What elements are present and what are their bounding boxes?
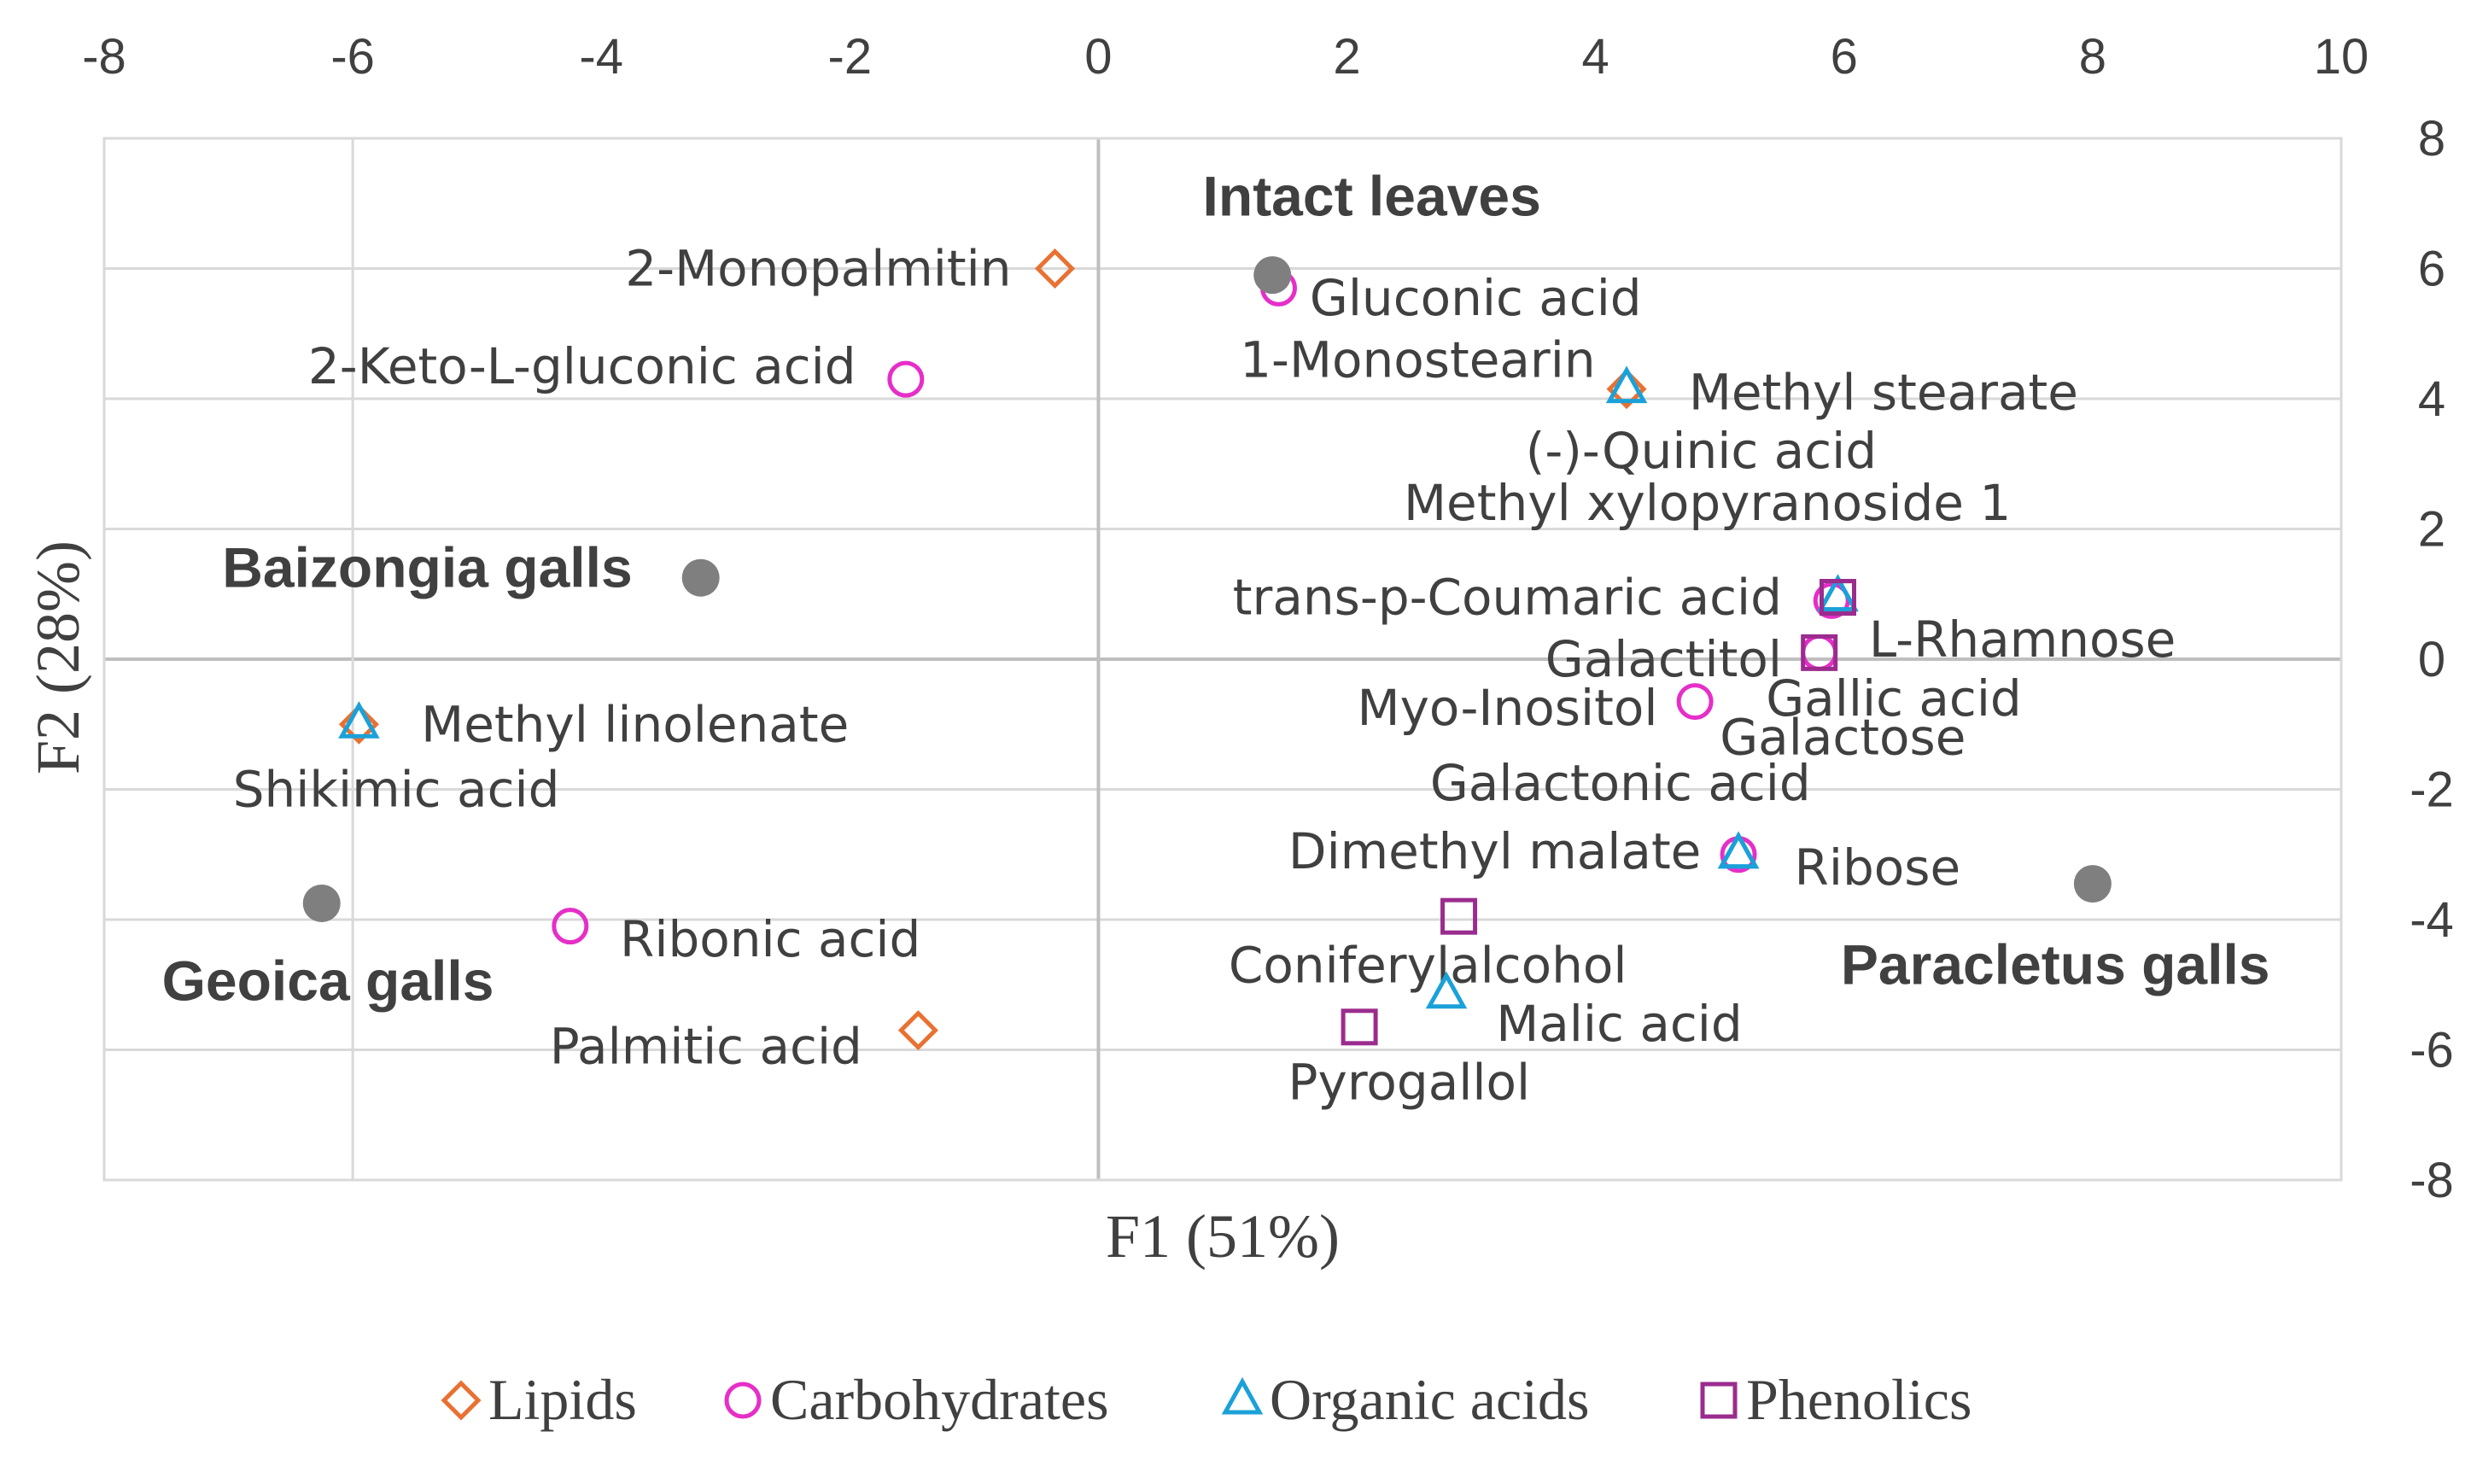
compound-label: Methyl stearate bbox=[1689, 363, 2078, 421]
x-tick-label: 0 bbox=[1084, 29, 1112, 85]
compound-label: Pyrogallol bbox=[1288, 1054, 1531, 1112]
compound-label: Myo-Inositol bbox=[1358, 679, 1658, 737]
y-tick-label: 6 bbox=[2418, 242, 2445, 297]
y-tick-label: -4 bbox=[2410, 892, 2454, 948]
x-tick-label: 6 bbox=[1831, 29, 1858, 85]
circle-marker bbox=[1801, 634, 1838, 671]
compound-label: Ribonic acid bbox=[620, 910, 920, 968]
compound-label: Galactose bbox=[1720, 709, 1966, 767]
diamond-marker bbox=[1034, 248, 1076, 289]
legend-square-icon bbox=[1700, 1382, 1738, 1419]
sample-point bbox=[302, 884, 341, 922]
y-tick-label: 8 bbox=[2418, 111, 2445, 167]
sample-point bbox=[1253, 256, 1292, 295]
compound-label: Gluconic acid bbox=[1310, 269, 1642, 327]
square-marker bbox=[1801, 634, 1838, 671]
sample-point bbox=[681, 558, 720, 597]
compound-label: Methyl xylopyranoside 1 bbox=[1404, 474, 2011, 532]
triangle-marker bbox=[1817, 574, 1859, 612]
y-axis-title: F2 (28%) bbox=[24, 540, 92, 774]
diamond-marker bbox=[338, 704, 379, 745]
compound-label: (-)-Quinic acid bbox=[1526, 422, 1877, 480]
compound-label: Methyl linolenate bbox=[421, 695, 849, 753]
legend-triangle-icon bbox=[1221, 1376, 1264, 1415]
sample-point bbox=[2073, 865, 2112, 903]
legend-label: Carbohydrates bbox=[770, 1367, 1109, 1432]
compound-label: Galactonic acid bbox=[1430, 754, 1811, 812]
point-labels: 2-Monopalmitin 1-Monostearin Methyl linole… bbox=[233, 240, 2176, 1112]
triangle-marker bbox=[1717, 831, 1760, 869]
legend: Lipids Carbohydrates Organic acids Phenolic… bbox=[441, 1367, 1972, 1432]
sample-label: Intact leaves bbox=[1203, 165, 1541, 228]
square-marker bbox=[1820, 579, 1856, 616]
x-tick-label: -2 bbox=[828, 29, 873, 85]
compound-label: 2-Monopalmitin bbox=[625, 240, 1011, 298]
legend-diamond-icon bbox=[441, 1380, 482, 1421]
x-tick-label: -8 bbox=[82, 29, 126, 85]
compound-label: Shikimic acid bbox=[233, 761, 560, 819]
x-tick-label: -6 bbox=[330, 29, 375, 85]
triangle-marker bbox=[1605, 365, 1648, 404]
sample-label: Paracletus galls bbox=[1841, 932, 2270, 996]
legend-item: Carbohydrates bbox=[724, 1367, 1109, 1432]
square-marker bbox=[1341, 1008, 1378, 1046]
legend-label: Phenolics bbox=[1746, 1367, 1972, 1432]
grid bbox=[102, 137, 2343, 1182]
compound-label: L-Rhamnose bbox=[1869, 611, 2176, 669]
sample-points: Intact leaves Baizongia galls Geoica galls… bbox=[162, 165, 2270, 1013]
compound-label: Dimethyl malate bbox=[1288, 822, 1701, 880]
compound-label: Palmitic acid bbox=[550, 1018, 862, 1076]
legend-label: Organic acids bbox=[1270, 1367, 1590, 1432]
y-tick-label: 0 bbox=[2418, 632, 2445, 687]
sample-label: Geoica galls bbox=[162, 949, 494, 1012]
compound-label: Gallic acid bbox=[1766, 669, 2022, 727]
y-tick-label: 4 bbox=[2418, 371, 2445, 427]
legend-item: Phenolics bbox=[1700, 1367, 1972, 1432]
legend-circle-icon bbox=[724, 1382, 762, 1419]
compound-label: Malic acid bbox=[1496, 995, 1743, 1053]
circle-marker bbox=[887, 360, 925, 398]
triangle-marker bbox=[1425, 971, 1468, 1009]
x-axis-title: F1 (51%) bbox=[1106, 1202, 1340, 1271]
y-tick-label: 2 bbox=[2418, 502, 2445, 558]
point-markers bbox=[338, 248, 1859, 1051]
plot-frame bbox=[102, 137, 2343, 1182]
y-tick-label: -6 bbox=[2410, 1023, 2454, 1078]
x-tick-label: 8 bbox=[2079, 29, 2106, 85]
x-tick-label: 10 bbox=[2314, 29, 2369, 85]
compound-label: Coniferylalcohol bbox=[1229, 936, 1627, 994]
compound-label: Galactitol bbox=[1545, 630, 1782, 688]
sample-label: Baizongia galls bbox=[222, 535, 632, 599]
diamond-marker bbox=[897, 1010, 938, 1051]
circle-marker bbox=[552, 908, 589, 945]
compound-label: Ribose bbox=[1795, 838, 1961, 897]
compound-label: 2-Keto-L-gluconic acid bbox=[308, 337, 856, 395]
y-tick-label: -8 bbox=[2410, 1153, 2454, 1208]
square-marker bbox=[1440, 897, 1478, 935]
x-tick-label: 2 bbox=[1333, 29, 1360, 85]
x-tick-label: 4 bbox=[1582, 29, 1609, 85]
tick-labels: -8 -6 -4 -2 0 2 4 6 8 10 8 6 4 2 0 -2 -4 -6 -8 bbox=[82, 29, 2454, 1208]
triangle-marker bbox=[338, 701, 380, 739]
legend-item: Organic acids bbox=[1221, 1367, 1590, 1432]
x-tick-label: -4 bbox=[579, 29, 623, 85]
circle-marker bbox=[1676, 683, 1714, 721]
compound-label: 1-Monostearin bbox=[1240, 330, 1596, 389]
y-tick-label: -2 bbox=[2410, 762, 2454, 818]
diamond-marker bbox=[1606, 369, 1647, 410]
compound-label: trans-p-Coumaric acid bbox=[1233, 569, 1782, 627]
legend-label: Lipids bbox=[488, 1367, 637, 1432]
legend-item: Lipids bbox=[441, 1367, 637, 1432]
